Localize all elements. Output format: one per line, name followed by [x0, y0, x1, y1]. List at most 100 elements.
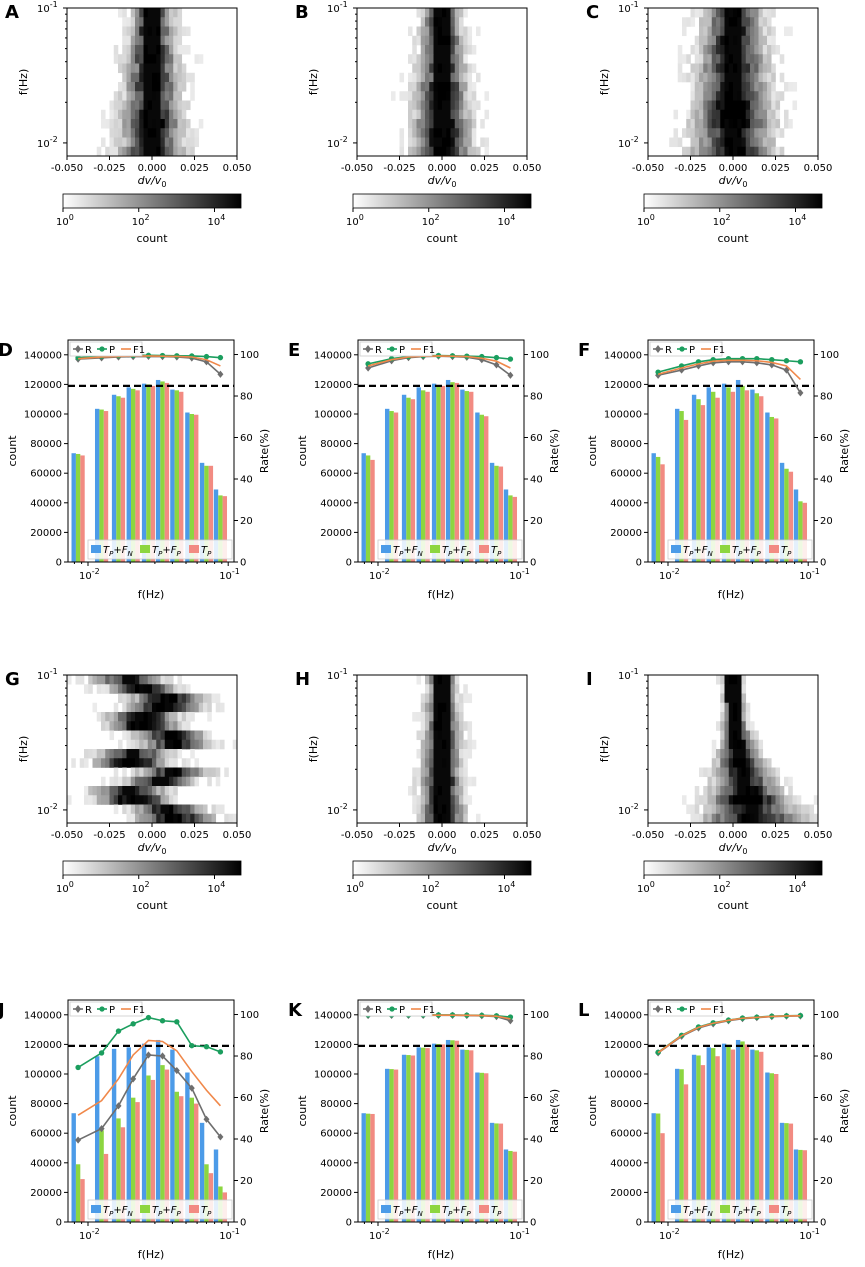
panel-c-cell [711, 119, 717, 129]
panel-j-bar-tp [103, 1153, 109, 1222]
panel-h-cell [433, 749, 439, 759]
panel-f-frame [647, 339, 815, 563]
panel-j-line-p [77, 1016, 221, 1069]
panel-f-bar-tp [774, 418, 779, 562]
panel-b-cell [459, 45, 464, 55]
panel-b-cell [420, 82, 426, 92]
panel-b-cell [433, 91, 439, 101]
panel-i-cell [711, 804, 717, 815]
panel-b-cell [429, 8, 434, 18]
panel-g-cell [105, 721, 110, 731]
panel-c-cell [690, 119, 696, 129]
panel-h-cb-tick-label: 100 [346, 880, 364, 895]
panel-l-bar-legend-swatch [671, 1205, 681, 1213]
panel-a-cell [177, 100, 183, 111]
panel-g-cell [135, 767, 140, 778]
panel-g-cell [109, 776, 115, 787]
panel-j-bar-legend-swatch [91, 1205, 101, 1213]
panel-g-cell [130, 684, 136, 694]
panel-d-bar-legend-swatch [91, 545, 101, 553]
panel-i-cell [733, 804, 738, 815]
panel-f-ytick-left-label: 0 [636, 558, 642, 569]
panel-c-cell [728, 128, 734, 138]
panel-b-cell [408, 82, 413, 92]
panel-g-cell [109, 758, 115, 768]
panel-b-cell [484, 109, 490, 120]
panel-i-colorbar [643, 860, 823, 876]
panel-b-cell [442, 35, 447, 46]
panel-g-cell [96, 684, 102, 694]
panel-a-cell [190, 82, 195, 92]
panel-b-cell [416, 146, 422, 157]
panel-h-cell [433, 693, 439, 704]
panel-f-xtick-label: 10-1 [799, 567, 820, 582]
panel-c-cb-tick-label-base: 10 [637, 217, 650, 228]
panel-a-cell [169, 137, 174, 148]
panel-k-bar-legend-swatch [430, 1205, 440, 1213]
panel-f-bar-tp [730, 391, 736, 562]
panel-c-cell [762, 72, 768, 83]
panel-g-cell [177, 693, 183, 704]
panel-c-cell [758, 128, 764, 138]
panel-c-cell [699, 8, 704, 18]
panel-g-cell [147, 739, 153, 750]
panel-j-line-f1 [77, 1039, 222, 1116]
panel-l-ytick-right-label: 40 [820, 1135, 833, 1146]
panel-e-bar-legend-label: TP+FP [442, 545, 472, 558]
panel-a-cell [130, 146, 136, 157]
panel-i-cell [767, 804, 772, 815]
panel-b-cell [399, 72, 405, 83]
panel-c-cell [703, 128, 708, 138]
panel-i-cell [741, 712, 747, 722]
panel-h: -0.050 -0.025 0.000 0.025 0.050dv/v010-110-2… [295, 667, 541, 912]
panel-b-cell [437, 8, 443, 18]
panel-h-cell [429, 813, 434, 824]
panel-e-ytick-left-label: 140000 [314, 350, 352, 361]
panel-b: -0.050 -0.025 0.000 0.025 0.050dv/v010-110-2… [295, 0, 541, 245]
panel-i-cell [728, 804, 734, 815]
panel-j-bar-legend-label: TP+FP [152, 1205, 182, 1218]
panel-h-cell [420, 776, 426, 787]
panel-c-cell [694, 45, 700, 55]
panel-b-cell [459, 128, 464, 138]
panel-e-bar-legend-sub: P [448, 550, 453, 558]
panel-g-cell [79, 758, 85, 768]
panel-g-cell [92, 675, 98, 685]
panel-g-cell [109, 712, 115, 722]
panel-a-cell [177, 72, 183, 83]
panel-d-bar-legend-main2: F [171, 545, 177, 556]
panel-c-cell [716, 128, 721, 138]
panel-g-cell [160, 739, 166, 750]
panel-d-bar-tp [150, 385, 156, 562]
panel-c-cell [741, 82, 747, 92]
panel-c-cell [707, 26, 713, 37]
panel-c-cell [720, 45, 725, 55]
panel-i-cell [711, 786, 717, 796]
panel-i-cell [716, 795, 721, 805]
panel-g-cell [211, 739, 217, 750]
panel-b-cell [450, 63, 456, 74]
panel-k-bar-legend [377, 1199, 523, 1220]
panel-d-bar-tp [208, 465, 214, 562]
panel-h-cell [454, 702, 460, 713]
panel-g-cell [224, 813, 229, 824]
panel-g-cell [173, 767, 178, 778]
panel-g-cell [84, 786, 89, 796]
panel-a-cell [181, 72, 187, 83]
panel-d-xtick-label: 10-1 [219, 567, 240, 582]
panel-k-ytick-right-label: 80 [530, 1052, 543, 1063]
panel-g-cell [126, 786, 132, 796]
panel-b-cell [433, 63, 439, 74]
panel-a-cell [143, 72, 149, 83]
panel-a-cell [130, 26, 136, 37]
panel-c-cell [741, 128, 747, 138]
panel-a-cell [139, 91, 144, 101]
panel-e-bar-legend-swatch [381, 545, 391, 553]
panel-g-cell [147, 813, 153, 824]
panel-g-cell [88, 749, 93, 759]
panel-b-cell [420, 63, 426, 74]
panel-d-bar-tp-fp [160, 381, 165, 562]
panel-k-xlabel: f(Hz) [428, 1248, 455, 1261]
panel-g-cell [198, 730, 204, 741]
panel-b-cb-tick-label-exp: 0 [359, 213, 364, 222]
